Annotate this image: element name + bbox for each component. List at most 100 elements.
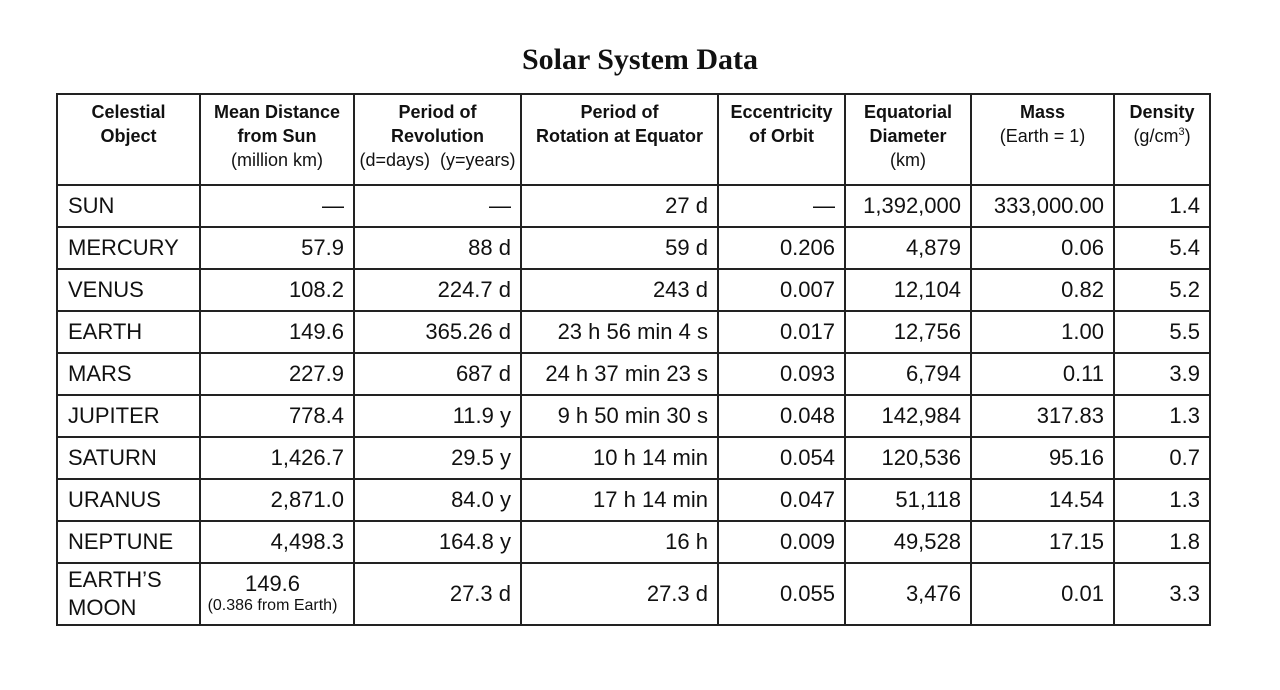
cell-equatorial-diameter: 142,984 — [844, 394, 972, 438]
cell-eccentricity: 0.047 — [717, 478, 846, 522]
cell-period-rotation: 10 h 14 min — [520, 436, 719, 480]
cell-period-revolution: 365.26 d — [353, 310, 522, 354]
cell-equatorial-diameter: 120,536 — [844, 436, 972, 480]
cell-period-rotation: 9 h 50 min 30 s — [520, 394, 719, 438]
cell-object-name: MARS — [56, 352, 201, 396]
header-label: from Sun — [237, 126, 317, 146]
header-label: Equatorial — [863, 102, 952, 122]
moon-name-line1: EARTH’S — [68, 567, 162, 592]
cell-density: 5.4 — [1113, 226, 1211, 270]
cell-period-rotation: 243 d — [520, 268, 719, 312]
cell-object-name: NEPTUNE — [56, 520, 201, 564]
cell-mean-distance: 149.6 — [199, 310, 355, 354]
table-row-mars: MARS 227.9 687 d 24 h 37 min 23 s 0.093 6,794… — [56, 352, 1211, 396]
cell-mass: 1.00 — [970, 310, 1115, 354]
table-row-earths-moon: EARTH’S MOON 149.6 (0.386 from Earth) 27.… — [56, 562, 1211, 626]
cell-period-rotation: 24 h 37 min 23 s — [520, 352, 719, 396]
header-period-revolution: Period of Revolution (d=days) (y=years) — [353, 93, 522, 186]
cell-period-rotation: 23 h 56 min 4 s — [520, 310, 719, 354]
header-density: Density (g/cm3) — [1113, 93, 1211, 186]
cell-mass: 95.16 — [970, 436, 1115, 480]
cell-mass: 0.01 — [970, 562, 1115, 626]
cell-density: 1.3 — [1113, 478, 1211, 522]
cell-mass: 0.11 — [970, 352, 1115, 396]
cell-density: 0.7 — [1113, 436, 1211, 480]
cell-object-name: VENUS — [56, 268, 201, 312]
cell-object-name: SUN — [56, 184, 201, 228]
table-row-sun: SUN — —27 d —1,392,000 333,000.00 1.4 — [56, 184, 1211, 228]
cell-mass: 17.15 — [970, 520, 1115, 564]
cell-equatorial-diameter: 1,392,000 — [844, 184, 972, 228]
header-label: Diameter — [869, 126, 947, 146]
cell-eccentricity: 0.007 — [717, 268, 846, 312]
header-label: Period of — [580, 102, 659, 122]
header-row: Celestial Object Mean Distance from Sun … — [56, 93, 1211, 186]
header-label: Density — [1129, 102, 1195, 122]
cell-mean-distance: 4,498.3 — [199, 520, 355, 564]
table-row-earth: EARTH 149.6 365.26 d 23 h 56 min 4 s 0.017 12… — [56, 310, 1211, 354]
table-row-venus: VENUS 108.2 224.7 d 243 d 0.007 12,104 0.82 5.2 — [56, 268, 1211, 312]
cell-object-name: SATURN — [56, 436, 201, 480]
cell-mean-distance: 1,426.7 — [199, 436, 355, 480]
cell-period-revolution: 687 d — [353, 352, 522, 396]
cell-density: 1.3 — [1113, 394, 1211, 438]
cell-mean-distance: 108.2 — [199, 268, 355, 312]
density-unit-text: (g/cm — [1133, 126, 1179, 146]
header-label: Object — [100, 126, 157, 146]
cell-equatorial-diameter: 6,794 — [844, 352, 972, 396]
header-label: Period of — [398, 102, 477, 122]
header-unit: (d=days) (y=years) — [359, 150, 516, 170]
cell-eccentricity: — — [717, 184, 846, 228]
header-unit: (Earth = 1) — [999, 126, 1086, 146]
cell-object-name: URANUS — [56, 478, 201, 522]
header-label: Mass — [1019, 102, 1066, 122]
cell-eccentricity: 0.017 — [717, 310, 846, 354]
header-unit: (g/cm3) — [1115, 124, 1209, 148]
cell-mean-distance: 778.4 — [199, 394, 355, 438]
cell-mean-distance: — — [199, 184, 355, 228]
cell-period-revolution: 29.5 y — [353, 436, 522, 480]
header-mass: Mass (Earth = 1) — [970, 93, 1115, 186]
cell-density: 5.2 — [1113, 268, 1211, 312]
table-row-uranus: URANUS 2,871.0 84.0 y 17 h 14 min 0.047 51,11… — [56, 478, 1211, 522]
cell-equatorial-diameter: 49,528 — [844, 520, 972, 564]
header-label: Mean Distance — [213, 102, 341, 122]
cell-eccentricity: 0.048 — [717, 394, 846, 438]
cell-equatorial-diameter: 51,118 — [844, 478, 972, 522]
header-unit: (million km) — [231, 150, 323, 170]
cell-eccentricity: 0.093 — [717, 352, 846, 396]
header-eccentricity: Eccentricity of Orbit — [717, 93, 846, 186]
cell-period-rotation: 59 d — [520, 226, 719, 270]
cell-object-name: JUPITER — [56, 394, 201, 438]
header-label: of Orbit — [749, 126, 814, 146]
header-equatorial-diameter: Equatorial Diameter (km) — [844, 93, 972, 186]
table-row-neptune: NEPTUNE 4,498.3 164.8 y 16 h 0.009 49,528 17.1… — [56, 520, 1211, 564]
cell-mean-distance: 2,871.0 — [199, 478, 355, 522]
header-mean-distance: Mean Distance from Sun (million km) — [199, 93, 355, 186]
header-label: Eccentricity — [730, 102, 833, 122]
cell-period-rotation: 27.3 d — [520, 562, 719, 626]
cell-period-revolution: — — [353, 184, 522, 228]
table-row-saturn: SATURN 1,426.7 29.5 y 10 h 14 min 0.054 120,5… — [56, 436, 1211, 480]
cell-density: 1.4 — [1113, 184, 1211, 228]
cell-period-revolution: 224.7 d — [353, 268, 522, 312]
cell-equatorial-diameter: 12,104 — [844, 268, 972, 312]
cell-eccentricity: 0.055 — [717, 562, 846, 626]
cell-object-name: EARTH — [56, 310, 201, 354]
header-unit: (km) — [890, 150, 926, 170]
cell-density: 3.9 — [1113, 352, 1211, 396]
cell-equatorial-diameter: 12,756 — [844, 310, 972, 354]
cell-eccentricity: 0.206 — [717, 226, 846, 270]
cell-mean-distance: 227.9 — [199, 352, 355, 396]
cell-mass: 14.54 — [970, 478, 1115, 522]
cell-eccentricity: 0.009 — [717, 520, 846, 564]
cell-period-revolution: 11.9 y — [353, 394, 522, 438]
moon-distance-value: 149.6 — [244, 571, 301, 596]
cell-mass: 0.06 — [970, 226, 1115, 270]
header-label: Revolution — [391, 126, 484, 146]
table-body: SUN — —27 d —1,392,000 333,000.00 1.4 MERCURY 5… — [56, 184, 1211, 626]
header-period-rotation: Period of Rotation at Equator — [520, 93, 719, 186]
cell-period-revolution: 84.0 y — [353, 478, 522, 522]
table-row-mercury: MERCURY 57.9 88 d 59 d 0.206 4,879 0.06 5.4 — [56, 226, 1211, 270]
